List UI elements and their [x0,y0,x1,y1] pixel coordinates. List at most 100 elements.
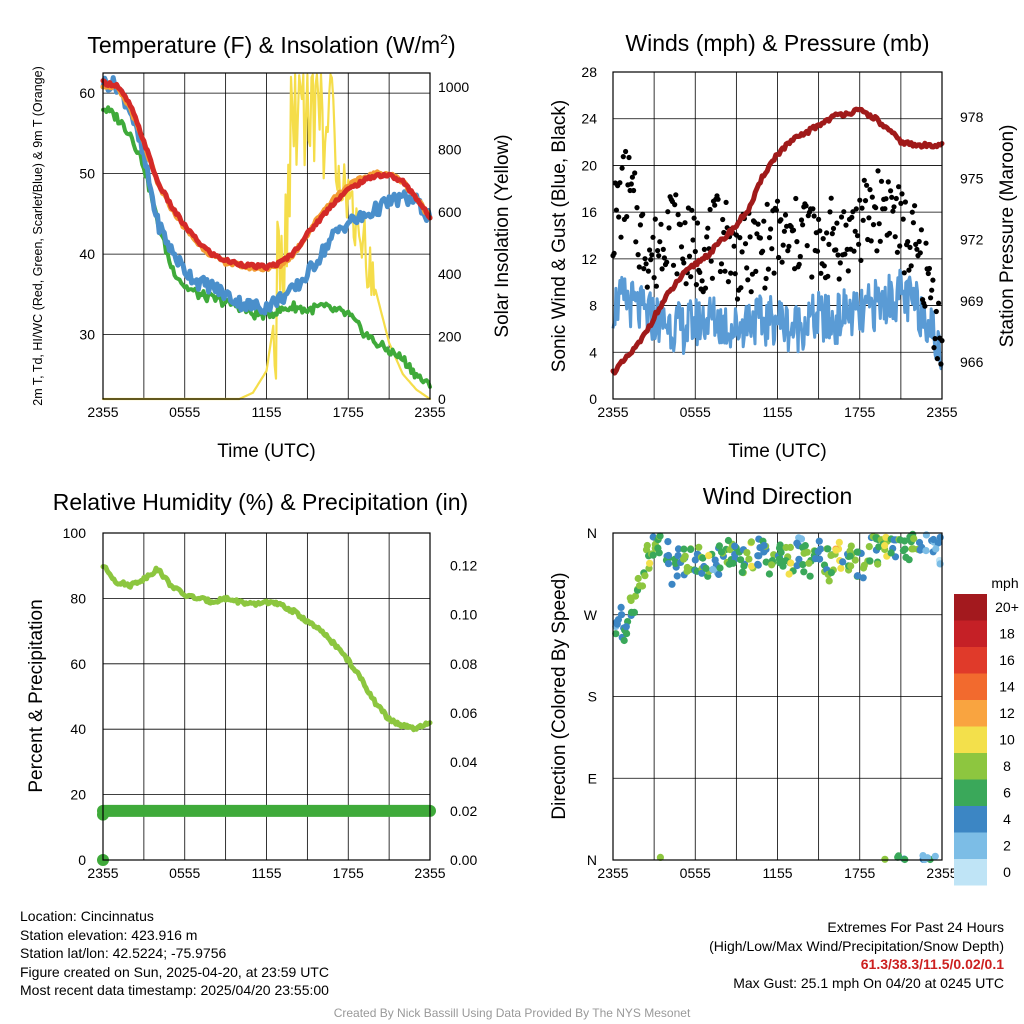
direction-point [801,542,809,550]
gust-point [794,239,800,245]
direction-point [617,603,625,612]
gust-point [899,191,905,197]
direction-point [787,559,795,567]
gust-point [660,246,666,252]
gust-point [860,217,866,223]
wind-x-tick-label: 1755 [844,404,875,420]
station-info: Location: Cincinnatus Station elevation:… [20,907,329,1000]
gust-point [877,238,883,244]
dir-legend-label: 10 [999,732,1015,748]
dir-y-tick-label: W [584,607,598,623]
temp-y2-tick-label: 400 [438,266,462,282]
temp-y2-tick-label: 200 [438,329,462,345]
rh-y-tick-label: 20 [70,787,86,803]
gust-point [786,243,792,249]
gust-point [768,226,774,232]
wind-gust-dots [610,148,945,367]
gust-point [938,361,944,367]
gust-point [632,170,638,176]
rh-x-tick-label: 2355 [414,865,445,881]
gust-point [931,345,937,351]
wind-y-tick-label: 20 [581,157,597,173]
temp-y2-tick-label: 1000 [438,79,469,95]
temp-chart-title: Temperature (F) & Insolation (W/m2) [87,31,455,58]
direction-point [634,574,642,583]
gust-point [835,252,841,258]
direction-point [747,538,756,546]
dir-y-tick-label: S [588,689,597,705]
direction-point [622,623,630,631]
gust-point [690,237,696,243]
gust-point [814,248,821,254]
wind-y-axis-label: Sonic Wind & Gust (Blue, Black) [549,100,570,372]
direction-point [825,577,833,585]
wind-x-tick-label: 1155 [762,404,792,420]
temp-y2-axis-label: Solar Insolation (Yellow) [492,134,513,337]
dir-x-tick-label: 2355 [926,865,957,881]
direction-point [901,545,909,553]
gust-point [697,269,703,275]
wind-x-tick-label: 0555 [680,404,711,420]
rh-y2-tick-label: 0.02 [450,803,477,819]
direction-point [681,552,689,560]
gust-point [655,248,661,254]
gust-point [866,215,872,221]
latlon-text: Station lat/lon: 42.5224; -75.9756 [20,945,227,961]
elevation-text: Station elevation: 423.916 m [20,926,198,943]
gust-point [765,266,772,272]
gust-point [785,248,791,254]
direction-point [795,555,803,564]
gust-point [906,267,912,273]
gust-point [891,204,897,210]
gust-point [774,198,781,204]
gust-point [929,287,935,293]
dir-legend-label: 2 [1003,838,1011,854]
dir-legend-swatch [954,806,987,833]
dir-legend-swatch [954,726,987,753]
direction-point [612,630,620,638]
gust-point [682,220,688,226]
gust-point [611,250,617,256]
direction-point [745,555,753,563]
rh-x-tick-label: 2355 [87,865,118,881]
gust-point [873,205,879,211]
gust-point [734,296,741,302]
gust-point [817,228,823,234]
direction-point [760,548,768,556]
gust-point [644,284,650,290]
direction-point [894,852,903,860]
gust-point [905,239,911,245]
gust-point [760,248,766,254]
gust-point [709,275,716,281]
gust-point [870,222,877,228]
gust-point [916,238,922,245]
gust-point [859,205,865,211]
direction-point [698,569,706,577]
rh-y-axis-label: Percent & Precipitation [26,599,47,792]
direction-point [853,548,861,556]
gust-point [933,308,939,315]
gust-point [757,235,764,241]
wind-series-pressure [610,106,945,376]
direction-point [824,545,832,553]
gust-point [923,240,929,246]
rh-series-humidity [100,564,433,733]
direction-point [760,541,768,550]
rh-y-tick-label: 0 [78,852,86,868]
gust-point [739,249,745,255]
direction-point [866,557,874,565]
direction-point [762,558,770,566]
direction-point [865,543,873,551]
wind-chart-title: Winds (mph) & Pressure (mb) [625,30,929,56]
direction-point [932,545,940,553]
dir-y-tick-label: E [588,770,597,786]
gust-point [681,260,687,266]
gust-point [637,222,644,228]
temp-y2-tick-label: 800 [438,141,462,157]
temp-y-tick-label: 40 [79,246,95,262]
direction-point [859,564,868,572]
gust-point [723,199,729,205]
gust-point [613,207,620,213]
direction-point [805,559,813,567]
dir-points [612,530,944,864]
